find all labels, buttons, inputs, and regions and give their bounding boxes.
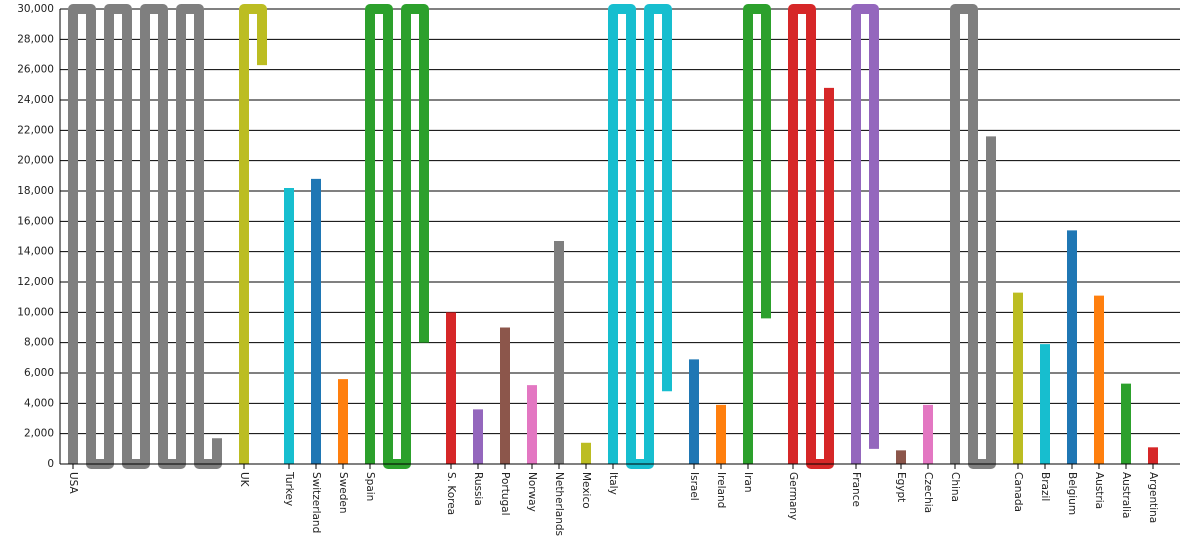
folded-bar — [239, 4, 267, 464]
x-tick-label: Austria — [1093, 472, 1105, 509]
x-tick-label: UK — [238, 472, 250, 488]
folded-bar — [743, 4, 771, 464]
y-tick-label: 30,000 — [17, 3, 54, 15]
x-tick-label: Brazil — [1039, 472, 1051, 501]
folded-bar — [851, 4, 879, 464]
y-tick-label: 2,000 — [24, 428, 54, 440]
y-tick-label: 24,000 — [17, 94, 54, 106]
folded-bar — [68, 4, 222, 469]
x-tick-label: Switzerland — [310, 472, 322, 533]
y-tick-label: 28,000 — [17, 33, 54, 45]
y-tick-label: 14,000 — [17, 246, 54, 258]
x-tick-label: Israel — [688, 472, 700, 501]
folded-bar — [788, 4, 834, 469]
folded-bar — [365, 4, 429, 469]
x-tick-label: Spain — [364, 472, 376, 501]
x-tick-label: France — [850, 472, 862, 507]
y-tick-label: 0 — [47, 458, 54, 470]
y-tick-label: 4,000 — [24, 397, 54, 409]
y-tick-label: 12,000 — [17, 276, 54, 288]
x-tick-label: Russia — [472, 472, 484, 506]
y-tick-label: 18,000 — [17, 185, 54, 197]
folded-bar — [608, 4, 672, 469]
y-tick-label: 16,000 — [17, 215, 54, 227]
y-tick-label: 22,000 — [17, 124, 54, 136]
x-tick-label: Egypt — [895, 472, 907, 502]
x-tick-label: Netherlands — [553, 472, 565, 536]
y-tick-label: 6,000 — [24, 367, 54, 379]
x-tick-label: Czechia — [922, 472, 934, 513]
x-tick-label: Germany — [787, 472, 799, 520]
x-tick-label: Iran — [742, 472, 754, 493]
x-tick-label: USA — [67, 472, 79, 495]
x-tick-label: Canada — [1012, 472, 1024, 512]
x-tick-label: Belgium — [1066, 472, 1078, 515]
x-tick-label: China — [949, 472, 961, 502]
x-tick-label: Argentina — [1147, 472, 1159, 523]
y-tick-label: 8,000 — [24, 337, 54, 349]
x-tick-label: Ireland — [715, 472, 727, 508]
y-tick-label: 26,000 — [17, 64, 54, 76]
x-tick-label: Sweden — [337, 472, 349, 514]
y-tick-label: 20,000 — [17, 155, 54, 167]
x-tick-label: Norway — [526, 472, 538, 512]
x-tick-label: S. Korea — [445, 472, 457, 515]
folded-bar — [950, 4, 996, 469]
x-tick-label: Mexico — [580, 472, 592, 509]
x-tick-label: Australia — [1120, 472, 1132, 518]
x-tick-label: Turkey — [283, 471, 295, 506]
x-tick-label: Italy — [607, 472, 619, 495]
y-tick-label: 10,000 — [17, 306, 54, 318]
x-tick-label: Portugal — [499, 472, 511, 516]
